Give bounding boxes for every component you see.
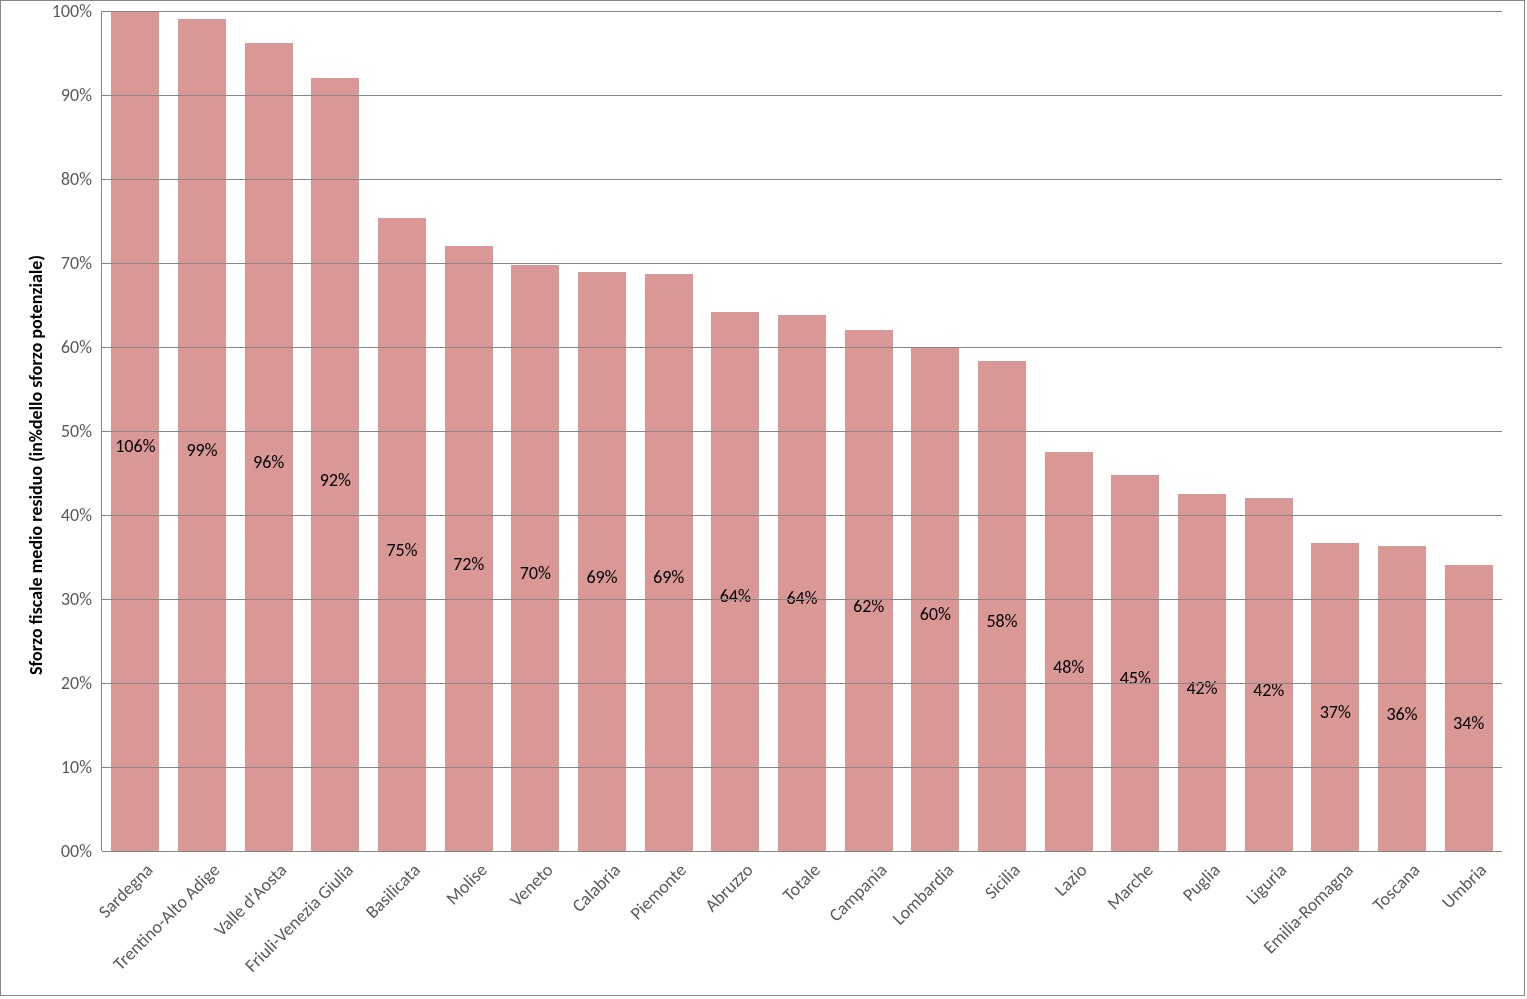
bar: 75%	[378, 218, 426, 851]
gridline	[102, 179, 1502, 180]
x-tick-label: Sicilia	[980, 859, 1025, 904]
bar-value-label: 106%	[115, 435, 155, 457]
gridline	[102, 95, 1502, 96]
x-tick-label: Liguria	[1241, 859, 1291, 909]
bar-value-label: 45%	[1120, 667, 1151, 689]
bar-value-label: 69%	[653, 566, 684, 588]
chart-frame: Sforzo fiscale medio residuo (in%dello s…	[0, 0, 1525, 996]
y-tick-label: 30%	[61, 588, 92, 610]
bar-value-label: 42%	[1253, 679, 1284, 701]
bar-value-label: 62%	[853, 595, 884, 617]
x-tick-label: Toscana	[1368, 859, 1424, 915]
bar: 42%	[1178, 494, 1226, 851]
x-tick-label: Marche	[1103, 859, 1158, 914]
bar: 64%	[778, 315, 826, 851]
x-tick-label: Basilicata	[361, 859, 425, 923]
x-tick-label: Puglia	[1178, 859, 1225, 906]
bar: 45%	[1111, 475, 1159, 851]
bar: 34%	[1445, 565, 1493, 851]
x-tick-label: Umbria	[1437, 859, 1491, 913]
y-tick-label: 70%	[61, 252, 92, 274]
x-tick-label: Sardegna	[94, 859, 158, 923]
bar-value-label: 70%	[520, 562, 551, 584]
plot-area: 106% 99% 96% 92% 75% 72% 70% 69% 69% 64% 64% 62% 60%…	[101, 11, 1502, 851]
bar: 99%	[178, 19, 226, 851]
bar: 42%	[1245, 498, 1293, 851]
x-tick-label: Campania	[824, 859, 891, 926]
bar-value-label: 34%	[1453, 712, 1484, 734]
gridline	[102, 683, 1502, 684]
y-tick-label: 100%	[52, 0, 92, 22]
y-tick-label: 40%	[61, 504, 92, 526]
bar-value-label: 60%	[920, 603, 951, 625]
bar: 58%	[978, 361, 1026, 851]
bar: 36%	[1378, 546, 1426, 851]
y-tick-label: 80%	[61, 168, 92, 190]
x-axis-labels: SardegnaTrentino-Alto AdigeValle d'Aosta…	[101, 859, 1501, 999]
bar: 48%	[1045, 452, 1093, 851]
bar: 96%	[245, 43, 293, 851]
x-tick-label: Veneto	[506, 859, 558, 911]
bar-value-label: 69%	[586, 566, 617, 588]
bar: 37%	[1311, 543, 1359, 851]
gridline	[102, 431, 1502, 432]
bar: 72%	[445, 246, 493, 851]
bar: 69%	[645, 274, 693, 851]
bar-value-label: 64%	[720, 585, 751, 607]
bar-value-label: 58%	[986, 610, 1017, 632]
y-tick-label: 90%	[61, 84, 92, 106]
y-tick-label: 60%	[61, 336, 92, 358]
x-tick-label: Piemonte	[626, 859, 691, 924]
bar-value-label: 48%	[1053, 656, 1084, 678]
x-tick-label: Lazio	[1050, 859, 1092, 901]
x-tick-label: Totale	[778, 859, 825, 906]
bar: 70%	[511, 265, 559, 851]
bar-value-label: 36%	[1386, 703, 1417, 725]
bar-value-label: 75%	[386, 539, 417, 561]
bar: 92%	[311, 78, 359, 851]
x-tick-label: Abruzzo	[701, 859, 758, 916]
bar-value-label: 99%	[186, 439, 217, 461]
gridline	[102, 851, 1502, 852]
gridline	[102, 515, 1502, 516]
y-axis-title: Sforzo fiscale medio residuo (in%dello s…	[25, 255, 47, 675]
y-tick-label: 00%	[61, 840, 92, 862]
gridline	[102, 767, 1502, 768]
bar-value-label: 72%	[453, 553, 484, 575]
bar: 62%	[845, 330, 893, 851]
gridline	[102, 599, 1502, 600]
bar: 69%	[578, 272, 626, 851]
bar-value-label: 96%	[253, 451, 284, 473]
x-tick-label: Molise	[441, 859, 491, 909]
bar-value-label: 42%	[1186, 677, 1217, 699]
y-tick-label: 20%	[61, 672, 92, 694]
x-tick-label: Lombardia	[887, 859, 958, 930]
y-tick-label: 50%	[61, 420, 92, 442]
y-tick-label: 10%	[61, 756, 92, 778]
gridline	[102, 11, 1502, 12]
gridline	[102, 263, 1502, 264]
bar: 64%	[711, 312, 759, 851]
gridline	[102, 347, 1502, 348]
bar-value-label: 92%	[320, 469, 351, 491]
x-tick-label: Calabria	[567, 859, 625, 917]
bar-value-label: 37%	[1320, 701, 1351, 723]
